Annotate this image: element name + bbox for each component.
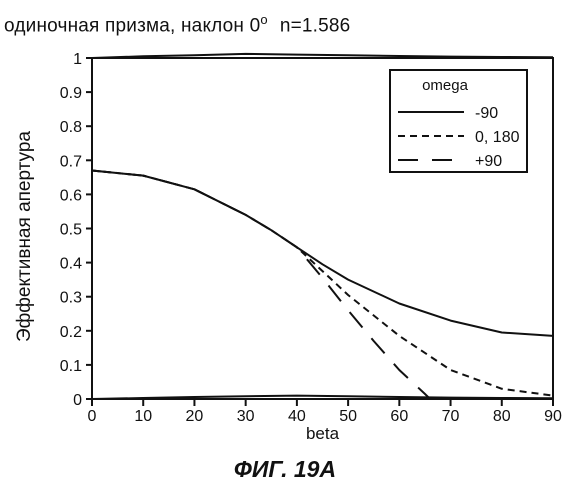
series-line-2: [92, 171, 553, 396]
y-tick-label: 0.8: [60, 119, 82, 136]
x-tick-label: 20: [186, 408, 204, 425]
x-tick-label: 0: [88, 408, 97, 425]
y-tick-label: 0.1: [60, 358, 82, 375]
x-tick-label: 40: [288, 408, 306, 425]
x-tick-label: 30: [237, 408, 255, 425]
x-tick-label: 70: [442, 408, 460, 425]
legend-title: omega: [422, 77, 469, 94]
x-tick-label: 90: [544, 408, 562, 425]
y-axis-label: Эффективная апертура: [14, 131, 35, 342]
y-tick-label: 0.6: [60, 187, 82, 204]
y-tick-label: 0.5: [60, 222, 82, 239]
chart: 00.10.20.30.40.50.60.70.80.9101020304050…: [0, 0, 570, 440]
figure-caption: ФИГ. 19А: [0, 456, 570, 483]
x-tick-label: 50: [339, 408, 357, 425]
x-tick-label: 80: [493, 408, 511, 425]
legend: omega -90 0, 180 +90: [390, 70, 527, 172]
x-axis-label: beta: [306, 424, 340, 440]
y-tick-label: 0.3: [60, 290, 82, 307]
y-tick-label: 0.2: [60, 324, 82, 341]
y-tick-label: 0.9: [60, 85, 82, 102]
legend-label: 0, 180: [475, 129, 520, 146]
x-tick-label: 60: [390, 408, 408, 425]
y-tick-label: 1: [73, 51, 82, 68]
legend-label: -90: [475, 105, 498, 122]
y-tick-label: 0: [73, 392, 82, 409]
y-tick-label: 0.4: [60, 256, 82, 273]
series-line-3: [92, 171, 430, 400]
series-line-1: [92, 171, 553, 336]
legend-label: +90: [475, 153, 502, 170]
y-tick-label: 0.7: [60, 153, 82, 170]
x-tick-label: 10: [134, 408, 152, 425]
